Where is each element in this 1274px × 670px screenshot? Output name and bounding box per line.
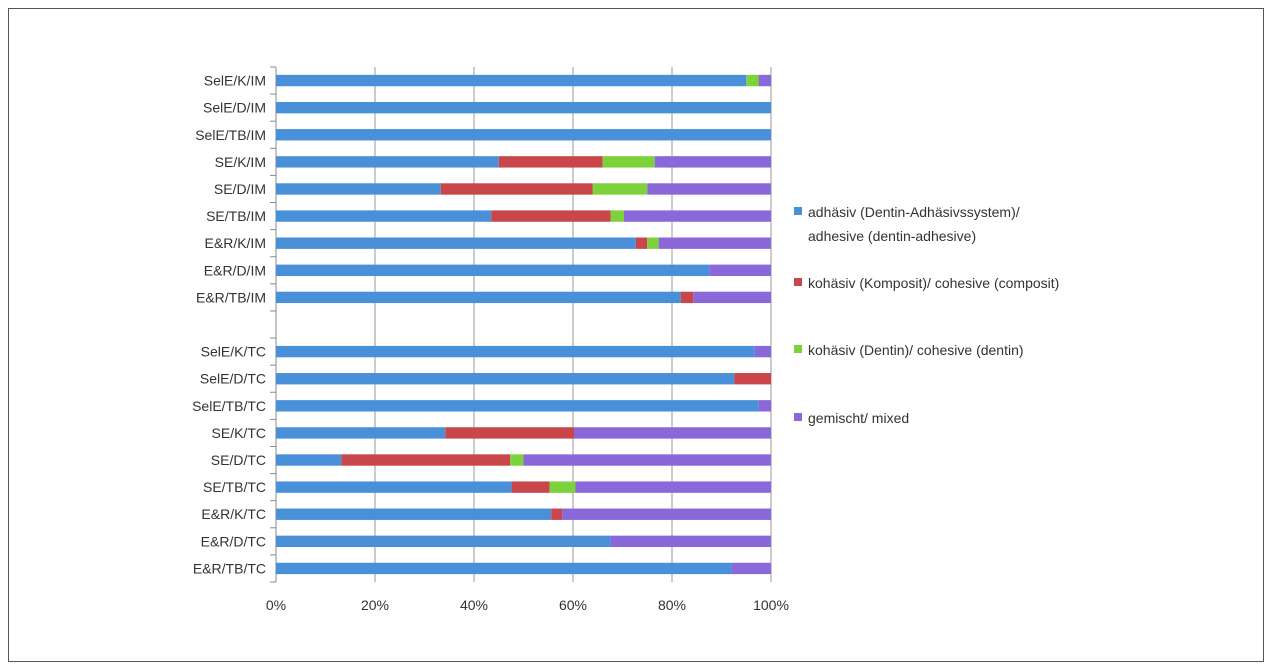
bar-segment — [276, 535, 611, 548]
legend-swatch — [794, 207, 802, 215]
category-label: SE/D/IM — [214, 181, 266, 197]
category-label: SelE/K/TC — [201, 344, 266, 360]
category-label: E&R/D/TC — [201, 533, 266, 549]
category-label: SelE/TB/IM — [195, 127, 266, 143]
bar-segment — [498, 156, 603, 168]
bar-segment — [276, 291, 681, 304]
bar-segment — [445, 427, 574, 439]
bar-segment — [658, 237, 771, 249]
legend-label: gemischt/ mixed — [808, 410, 909, 426]
bar-segment — [575, 481, 771, 493]
bar-segment — [276, 129, 771, 141]
category-label: E&R/TB/IM — [196, 289, 266, 305]
x-tick-label: 100% — [753, 597, 789, 613]
bar-segment — [276, 183, 441, 195]
legend-label: adhesive (dentin-adhesive) — [808, 228, 976, 244]
category-label: SelE/D/TC — [200, 371, 266, 387]
bar-segment — [562, 508, 771, 520]
category-label: SelE/K/IM — [204, 73, 266, 89]
category-label: E&R/D/IM — [204, 262, 266, 278]
bar-segment — [680, 291, 694, 304]
legend-label: kohäsiv (Dentin)/ cohesive (dentin) — [808, 342, 1024, 358]
bar-segment — [276, 101, 771, 114]
bar-segment — [276, 74, 747, 87]
bar-segment — [602, 156, 655, 168]
category-label: E&R/K/IM — [205, 235, 266, 251]
category-label: SE/K/IM — [215, 154, 266, 170]
legend-label: adhäsiv (Dentin-Adhäsivssystem)/ — [808, 204, 1020, 220]
bar-segment — [549, 481, 576, 493]
bar-segment — [276, 373, 735, 385]
bar-segment — [341, 454, 511, 466]
y-axis — [270, 66, 277, 583]
bar-segment — [276, 237, 636, 249]
x-tick-label: 0% — [266, 597, 286, 613]
bar-segment — [510, 454, 524, 466]
category-label: SE/K/TC — [212, 425, 266, 441]
bar-segment — [276, 562, 732, 575]
category-label: SE/TB/TC — [203, 479, 266, 495]
bar-segment — [573, 427, 771, 439]
legend-swatch — [794, 345, 802, 353]
bar-segment — [276, 156, 499, 168]
category-label: E&R/K/TC — [201, 506, 266, 522]
bar-segment — [746, 74, 759, 87]
bar-segment — [276, 345, 755, 358]
bar-segment — [276, 210, 492, 222]
bar-segment — [693, 291, 771, 304]
bar-segment — [276, 454, 342, 466]
legend-swatch — [794, 278, 802, 286]
bar-segment — [276, 508, 552, 520]
bar-segment — [551, 508, 563, 520]
bar-segment — [758, 74, 771, 87]
bar-segment — [635, 237, 648, 249]
bar-segment — [440, 183, 593, 195]
x-tick-label: 80% — [658, 597, 686, 613]
category-label: SE/TB/IM — [206, 208, 266, 224]
bar-segment — [610, 535, 771, 548]
bar-segment — [276, 264, 710, 276]
category-label: SelE/TB/TC — [192, 398, 266, 414]
bar-segment — [623, 210, 771, 222]
category-label: SE/D/TC — [211, 452, 266, 468]
bars — [276, 74, 771, 575]
bar-segment — [734, 373, 771, 385]
bar-segment — [511, 481, 550, 493]
bar-segment — [523, 454, 771, 466]
stacked-bar-chart: SelE/K/IM SelE/D/IM SelE/TB/IM SE/K/IM SE/D/… — [192, 66, 1059, 613]
x-tick-label: 20% — [361, 597, 389, 613]
bar-segment — [731, 562, 771, 575]
bar-segment — [758, 400, 771, 412]
figure-frame: SelE/K/IM SelE/D/IM SelE/TB/IM SE/K/IM SE/D/… — [8, 8, 1264, 662]
bar-segment — [491, 210, 611, 222]
bar-segment — [709, 264, 771, 276]
bar-segment — [610, 210, 624, 222]
legend: adhäsiv (Dentin-Adhäsivssystem)/ adhesive… — [794, 204, 1059, 426]
bar-segment — [647, 237, 659, 249]
x-tick-label: 60% — [559, 597, 587, 613]
category-label: E&R/TB/TC — [193, 560, 266, 576]
legend-label: kohäsiv (Komposit)/ cohesive (composit) — [808, 275, 1059, 291]
gridlines — [275, 67, 772, 582]
legend-swatch — [794, 413, 802, 421]
bar-segment — [276, 427, 446, 439]
category-label: SelE/D/IM — [203, 100, 266, 116]
bar-segment — [276, 481, 512, 493]
bar-segment — [276, 400, 759, 412]
bar-segment — [592, 183, 648, 195]
bar-segment — [754, 345, 771, 358]
x-tick-label: 40% — [460, 597, 488, 613]
bar-segment — [654, 156, 771, 168]
bar-segment — [647, 183, 771, 195]
